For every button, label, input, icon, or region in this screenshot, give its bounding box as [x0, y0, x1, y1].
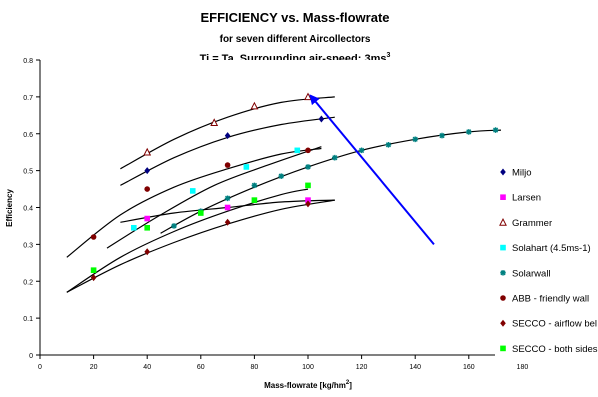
legend-marker — [499, 217, 507, 226]
data-point — [385, 142, 392, 148]
y-axis-label: Efficiency — [5, 189, 14, 227]
x-tick-label: 160 — [463, 364, 475, 371]
y-tick-label: 0.7 — [23, 95, 33, 102]
data-point — [210, 118, 219, 126]
x-tick-label: 60 — [197, 364, 205, 371]
data-point — [305, 147, 311, 154]
y-tick-label: 0.8 — [23, 58, 33, 65]
plot-area — [40, 60, 576, 355]
legend-label: ABB - friendly wall — [512, 294, 589, 305]
data-point — [224, 132, 231, 140]
data-point — [224, 195, 231, 202]
legend-label: Solarwall — [512, 268, 551, 279]
x-tick-label: 120 — [356, 364, 368, 371]
data-point — [144, 248, 150, 256]
x-axis-label: Mass-flowrate [kg/hm2] — [264, 380, 352, 390]
x-label-end: ] — [349, 381, 352, 390]
x-tick-label: 20 — [90, 364, 98, 371]
trend-curve — [66, 188, 309, 293]
x-label-superscript: 2 — [346, 380, 350, 386]
data-points — [90, 92, 499, 282]
legend-marker — [500, 270, 506, 276]
x-tick-label: 40 — [143, 364, 151, 371]
data-point — [90, 234, 97, 240]
data-point — [144, 224, 150, 231]
y-tick-label: 0.3 — [23, 242, 33, 249]
data-point — [492, 127, 499, 133]
chart-subtitle: for seven different Aircollectors — [220, 34, 371, 45]
data-point — [305, 164, 311, 170]
trend-curve — [120, 96, 335, 170]
legend: Miljo Larsen Grammer Solahart (4.5ms-1) Sola… — [495, 162, 598, 360]
x-tick-label: 140 — [409, 364, 421, 371]
x-label-main: Mass-flowrate [kg/hm — [264, 381, 346, 390]
data-point — [412, 136, 418, 143]
data-point — [144, 167, 150, 175]
data-point — [305, 200, 311, 208]
axis-ticks: 0 20 40 60 80 100 120 140 160 180 0 0.1 0.2 0.3 0.4 0.5… — [23, 58, 528, 371]
legend-marker — [500, 244, 506, 251]
data-point — [305, 197, 311, 203]
data-point — [143, 147, 152, 156]
legend-marker — [500, 194, 506, 200]
legend-marker — [500, 319, 506, 327]
legend-marker — [500, 168, 506, 176]
data-point — [278, 173, 284, 179]
subtitle-2-superscript: 3 — [387, 52, 391, 59]
y-tick-label: 0.2 — [23, 279, 33, 286]
legend-background — [495, 162, 598, 360]
legend-label: Miljo — [512, 168, 532, 179]
legend-marker — [500, 345, 506, 352]
data-point — [90, 274, 97, 282]
x-tick-label: 180 — [517, 364, 529, 371]
y-tick-label: 0 — [29, 353, 33, 360]
data-point — [189, 188, 196, 194]
y-tick-label: 0.1 — [23, 316, 33, 323]
data-point — [90, 267, 97, 273]
data-point — [243, 164, 250, 170]
data-point — [251, 197, 258, 203]
y-tick-label: 0.6 — [23, 132, 33, 139]
data-point — [131, 224, 137, 231]
data-point — [332, 154, 338, 161]
trend-curve — [66, 147, 322, 258]
legend-label: SECCO - both sides — [512, 344, 598, 355]
data-point — [358, 147, 365, 154]
data-point — [198, 210, 204, 216]
data-point — [171, 223, 177, 229]
chart-title: EFFICIENCY vs. Mass-flowrate — [200, 10, 389, 25]
x-tick-label: 100 — [302, 364, 314, 371]
data-point — [144, 215, 150, 222]
legend-label: Grammer — [512, 218, 552, 229]
x-tick-label: 80 — [251, 364, 259, 371]
legend-label: Larsen — [512, 193, 541, 204]
data-point — [466, 129, 472, 135]
trend-curve — [66, 199, 335, 293]
subtitle-2-sub: s — [380, 53, 386, 65]
legend-label: Solahart (4.5ms-1) — [512, 243, 591, 254]
annotation-arrow-line — [309, 94, 435, 246]
data-point — [305, 182, 311, 189]
data-point — [251, 182, 258, 189]
legend-label: SECCO - airflow bel — [512, 319, 597, 330]
data-point — [224, 162, 231, 168]
x-tick-label: 0 — [38, 364, 42, 371]
y-tick-label: 0.4 — [23, 206, 33, 213]
y-tick-label: 0.5 — [23, 169, 33, 176]
data-point — [318, 115, 325, 123]
data-point — [224, 204, 231, 211]
trend-curve — [106, 146, 322, 249]
data-point — [224, 218, 231, 226]
annotation-arrow — [309, 94, 435, 246]
data-point — [294, 147, 301, 154]
data-point — [250, 101, 259, 110]
data-point — [439, 132, 445, 139]
legend-marker — [500, 295, 506, 301]
data-point — [144, 186, 150, 192]
